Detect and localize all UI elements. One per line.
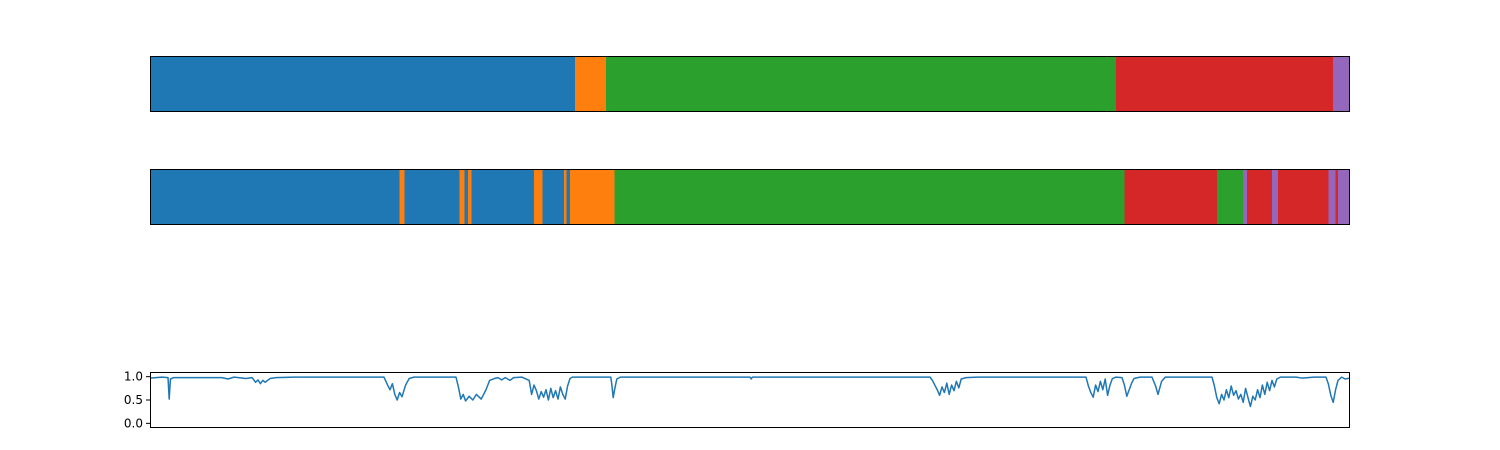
segment-12	[614, 169, 1125, 225]
segment-bar-panel-middle	[150, 169, 1350, 225]
segment-bar-panel-top	[150, 56, 1350, 112]
segment-4	[1333, 56, 1350, 112]
y-tick-label: 0.5	[124, 393, 143, 407]
segment-5	[468, 169, 472, 225]
segment-0	[150, 56, 575, 112]
segment-18	[1278, 169, 1329, 225]
segment-2	[606, 56, 1116, 112]
segment-1	[574, 56, 606, 112]
segment-17	[1272, 169, 1278, 225]
axes-frame	[150, 372, 1350, 428]
segment-4	[464, 169, 468, 225]
segment-8	[542, 169, 564, 225]
segment-3	[459, 169, 465, 225]
series-line-0	[149, 376, 1351, 408]
line-chart-panel: 1.0 0.5 0.0	[124, 370, 1351, 430]
segment-0	[150, 169, 400, 225]
segment-21	[1338, 169, 1350, 225]
segment-16	[1246, 169, 1272, 225]
segment-3	[1116, 56, 1334, 112]
segment-20	[1335, 169, 1338, 225]
segment-11	[570, 169, 615, 225]
segment-7	[534, 169, 543, 225]
segment-1	[399, 169, 405, 225]
segment-19	[1328, 169, 1336, 225]
segment-6	[471, 169, 534, 225]
segment-2	[404, 169, 460, 225]
segment-10	[566, 169, 570, 225]
y-tick-label: 0.0	[124, 416, 143, 430]
axes-frame	[150, 169, 1350, 225]
y-tick-label: 1.0	[124, 370, 143, 384]
axes-frame	[150, 56, 1350, 112]
segment-13	[1124, 169, 1217, 225]
segment-9	[564, 169, 567, 225]
segment-15	[1243, 169, 1247, 225]
segment-14	[1216, 169, 1244, 225]
